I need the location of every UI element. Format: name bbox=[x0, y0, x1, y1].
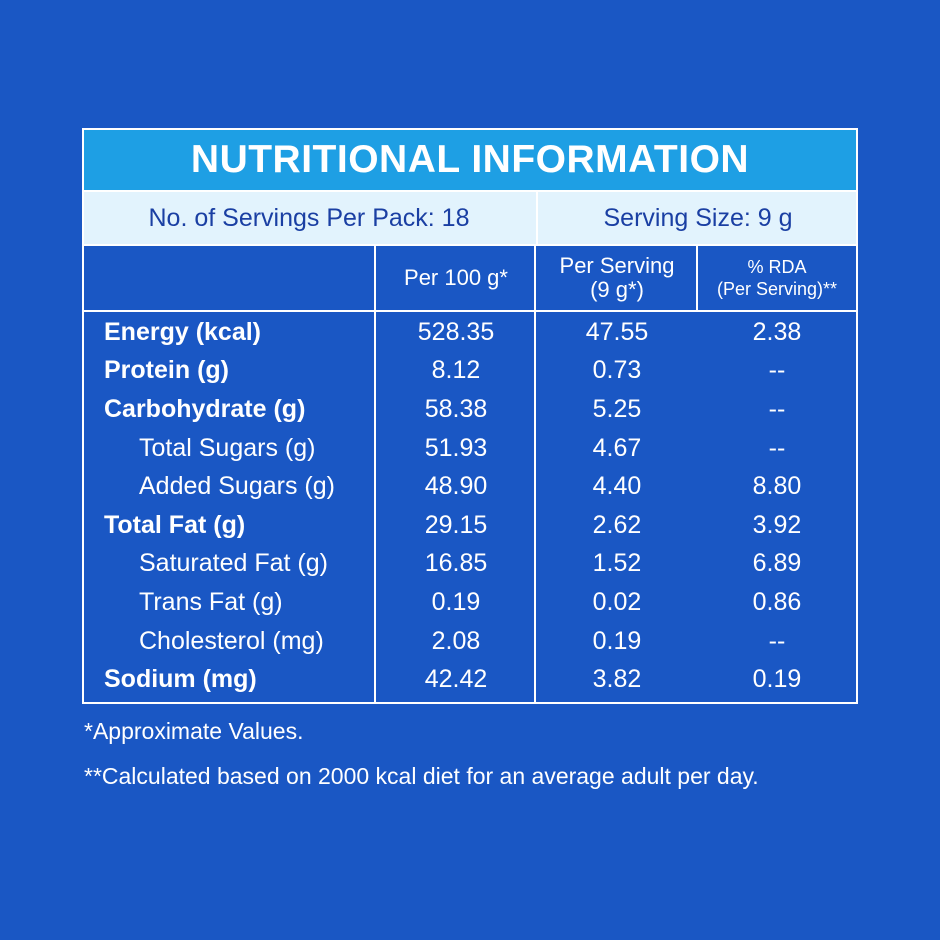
per-serving-label-line1: Per Serving bbox=[559, 253, 675, 278]
rda-value: 2.38 bbox=[752, 317, 802, 346]
header-divider bbox=[84, 310, 856, 312]
rda-value: 3.92 bbox=[752, 510, 802, 539]
nutrient-label: Sodium (mg) bbox=[104, 665, 257, 694]
nutrient-label: Added Sugars (g) bbox=[139, 472, 335, 501]
per-100g-value: 2.08 bbox=[431, 626, 481, 655]
per-100g-value: 58.38 bbox=[424, 394, 488, 423]
table-row-energy: Energy (kcal) 528.35 47.55 2.38 bbox=[84, 313, 856, 352]
per-100g-value: 51.93 bbox=[424, 433, 488, 462]
per-serving-value: 2.62 bbox=[592, 510, 642, 539]
per-100g-value: 0.19 bbox=[431, 587, 481, 616]
column-header-rda: % RDA (Per Serving)** bbox=[698, 246, 856, 310]
per-100g-label: Per 100 g* bbox=[404, 265, 508, 290]
nutrition-table: NUTRITIONAL INFORMATION No. of Servings … bbox=[82, 128, 858, 704]
serving-size: Serving Size: 9 g bbox=[536, 192, 858, 244]
nutrient-label: Total Sugars (g) bbox=[139, 433, 316, 462]
per-100g-value: 8.12 bbox=[431, 356, 481, 385]
nutrient-label: Trans Fat (g) bbox=[139, 587, 283, 616]
per-serving-value: 1.52 bbox=[592, 549, 642, 578]
per-serving-value: 0.02 bbox=[592, 587, 642, 616]
rda-value: 6.89 bbox=[752, 549, 802, 578]
table-row-carbohydrate: Carbohydrate (g) 58.38 5.25 -- bbox=[84, 390, 856, 429]
table-row-total-sugars: Total Sugars (g) 51.93 4.67 -- bbox=[84, 429, 856, 468]
nutrient-label: Carbohydrate (g) bbox=[104, 394, 306, 423]
rda-value: 0.19 bbox=[752, 665, 802, 694]
rda-value: -- bbox=[768, 626, 786, 655]
per-serving-value: 0.73 bbox=[592, 356, 642, 385]
rda-value: -- bbox=[768, 433, 786, 462]
rda-value: 0.86 bbox=[752, 587, 802, 616]
nutrient-label: Energy (kcal) bbox=[104, 317, 262, 346]
per-100g-value: 528.35 bbox=[417, 317, 495, 346]
per-100g-value: 29.15 bbox=[424, 510, 488, 539]
per-100g-value: 48.90 bbox=[424, 472, 488, 501]
nutrient-label: Total Fat (g) bbox=[104, 510, 246, 539]
footnote-approximate: *Approximate Values. bbox=[84, 718, 304, 744]
table-row-protein: Protein (g) 8.12 0.73 -- bbox=[84, 352, 856, 391]
nutrient-label: Saturated Fat (g) bbox=[139, 549, 328, 578]
table-row-trans-fat: Trans Fat (g) 0.19 0.02 0.86 bbox=[84, 583, 856, 622]
table-row-total-fat: Total Fat (g) 29.15 2.62 3.92 bbox=[84, 506, 856, 545]
rda-value: -- bbox=[768, 356, 786, 385]
nutrient-label: Protein (g) bbox=[104, 356, 229, 385]
column-header-per-serving: Per Serving (9 g*) bbox=[536, 246, 698, 310]
per-100g-value: 16.85 bbox=[424, 549, 488, 578]
rda-value: 8.80 bbox=[752, 472, 802, 501]
per-serving-value: 0.19 bbox=[592, 626, 642, 655]
table-row-sodium: Sodium (mg) 42.42 3.82 0.19 bbox=[84, 660, 856, 699]
column-divider-2 bbox=[534, 246, 536, 702]
per-serving-value: 47.55 bbox=[585, 317, 649, 346]
table-title: NUTRITIONAL INFORMATION bbox=[84, 130, 856, 192]
table-row-added-sugars: Added Sugars (g) 48.90 4.40 8.80 bbox=[84, 467, 856, 506]
per-serving-value: 5.25 bbox=[592, 394, 642, 423]
per-serving-value: 3.82 bbox=[592, 665, 642, 694]
per-100g-value: 42.42 bbox=[424, 665, 488, 694]
rda-label-line2: (Per Serving)** bbox=[716, 279, 838, 299]
per-serving-value: 4.40 bbox=[592, 472, 642, 501]
per-serving-label-line2: (9 g*) bbox=[590, 277, 644, 302]
per-serving-value: 4.67 bbox=[592, 433, 642, 462]
rda-value: -- bbox=[768, 394, 786, 423]
table-row-saturated-fat: Saturated Fat (g) 16.85 1.52 6.89 bbox=[84, 545, 856, 584]
serving-info-row: No. of Servings Per Pack: 18 Serving Siz… bbox=[84, 192, 856, 246]
footnote-calculation: **Calculated based on 2000 kcal diet for… bbox=[84, 763, 759, 789]
rda-label-line1: % RDA bbox=[747, 257, 807, 277]
column-header-per-100g: Per 100 g* bbox=[376, 246, 536, 310]
column-divider-3 bbox=[696, 246, 698, 310]
servings-per-pack: No. of Servings Per Pack: 18 bbox=[148, 203, 470, 232]
nutrient-label: Cholesterol (mg) bbox=[139, 626, 324, 655]
column-divider-1 bbox=[374, 246, 376, 702]
table-row-cholesterol: Cholesterol (mg) 2.08 0.19 -- bbox=[84, 622, 856, 661]
